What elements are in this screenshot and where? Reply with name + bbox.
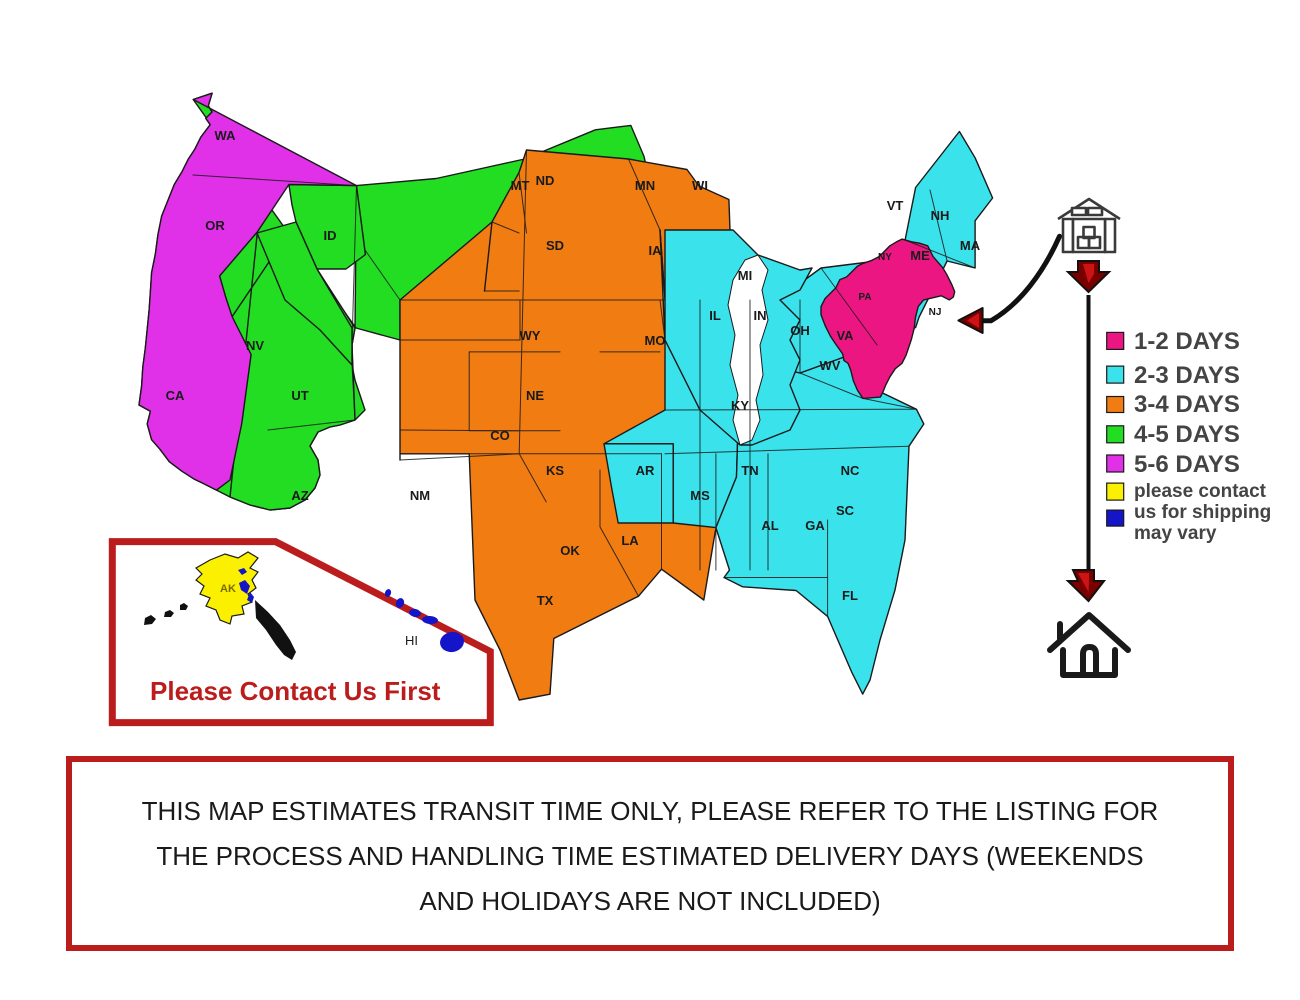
svg-text:1-2 DAYS: 1-2 DAYS bbox=[1134, 328, 1240, 355]
svg-text:SD: SD bbox=[546, 238, 564, 253]
svg-text:WI: WI bbox=[692, 178, 708, 193]
svg-text:NM: NM bbox=[410, 488, 430, 503]
svg-text:IN: IN bbox=[754, 308, 767, 323]
svg-text:MS: MS bbox=[690, 488, 710, 503]
svg-text:SC: SC bbox=[836, 503, 855, 518]
svg-text:KY: KY bbox=[731, 398, 749, 413]
svg-text:MI: MI bbox=[738, 268, 752, 283]
svg-text:WY: WY bbox=[520, 328, 541, 343]
svg-text:CA: CA bbox=[166, 388, 185, 403]
svg-text:AND HOLIDAYS ARE NOT INCLUDED): AND HOLIDAYS ARE NOT INCLUDED) bbox=[419, 886, 880, 916]
svg-text:MN: MN bbox=[635, 178, 655, 193]
svg-text:TN: TN bbox=[741, 463, 758, 478]
svg-text:THIS MAP ESTIMATES TRANSIT TIM: THIS MAP ESTIMATES TRANSIT TIME ONLY, PL… bbox=[142, 796, 1159, 826]
svg-text:Please Contact Us First: Please Contact Us First bbox=[150, 676, 441, 706]
svg-text:VA: VA bbox=[836, 328, 854, 343]
svg-text:OR: OR bbox=[205, 218, 225, 233]
svg-text:IL: IL bbox=[709, 308, 721, 323]
svg-text:NY: NY bbox=[878, 252, 892, 263]
svg-text:AZ: AZ bbox=[291, 488, 308, 503]
svg-text:IA: IA bbox=[649, 243, 663, 258]
svg-text:VT: VT bbox=[887, 198, 904, 213]
svg-text:KS: KS bbox=[546, 463, 564, 478]
svg-text:NE: NE bbox=[526, 388, 544, 403]
svg-text:2-3 DAYS: 2-3 DAYS bbox=[1134, 362, 1240, 389]
svg-text:4-5 DAYS: 4-5 DAYS bbox=[1134, 421, 1240, 448]
svg-text:please contact: please contact bbox=[1134, 481, 1267, 502]
svg-text:WA: WA bbox=[215, 128, 237, 143]
svg-text:MA: MA bbox=[960, 238, 981, 253]
svg-text:NH: NH bbox=[931, 208, 950, 223]
svg-text:FL: FL bbox=[842, 588, 858, 603]
svg-text:WV: WV bbox=[820, 358, 841, 373]
svg-text:NC: NC bbox=[841, 463, 860, 478]
svg-text:AL: AL bbox=[761, 518, 778, 533]
svg-text:ND: ND bbox=[536, 173, 555, 188]
svg-text:NJ: NJ bbox=[929, 307, 942, 318]
svg-text:HI: HI bbox=[405, 633, 418, 648]
svg-text:OH: OH bbox=[790, 323, 810, 338]
svg-text:may vary: may vary bbox=[1134, 523, 1217, 544]
svg-text:OK: OK bbox=[560, 543, 580, 558]
svg-text:ID: ID bbox=[324, 228, 337, 243]
svg-text:us for shipping: us for shipping bbox=[1134, 502, 1271, 523]
svg-text:MO: MO bbox=[645, 333, 666, 348]
svg-text:LA: LA bbox=[621, 533, 639, 548]
svg-text:AK: AK bbox=[220, 583, 236, 595]
svg-text:CO: CO bbox=[490, 428, 510, 443]
svg-text:TX: TX bbox=[537, 593, 554, 608]
svg-text:ME: ME bbox=[910, 248, 930, 263]
svg-text:THE PROCESS AND HANDLING TIME: THE PROCESS AND HANDLING TIME ESTIMATED … bbox=[156, 841, 1143, 871]
svg-text:AR: AR bbox=[636, 463, 655, 478]
svg-text:3-4 DAYS: 3-4 DAYS bbox=[1134, 391, 1240, 418]
svg-text:5-6 DAYS: 5-6 DAYS bbox=[1134, 451, 1240, 478]
svg-text:MT: MT bbox=[511, 178, 530, 193]
svg-text:PA: PA bbox=[858, 292, 871, 303]
svg-text:NV: NV bbox=[246, 338, 264, 353]
svg-text:UT: UT bbox=[291, 388, 308, 403]
svg-text:GA: GA bbox=[805, 518, 825, 533]
